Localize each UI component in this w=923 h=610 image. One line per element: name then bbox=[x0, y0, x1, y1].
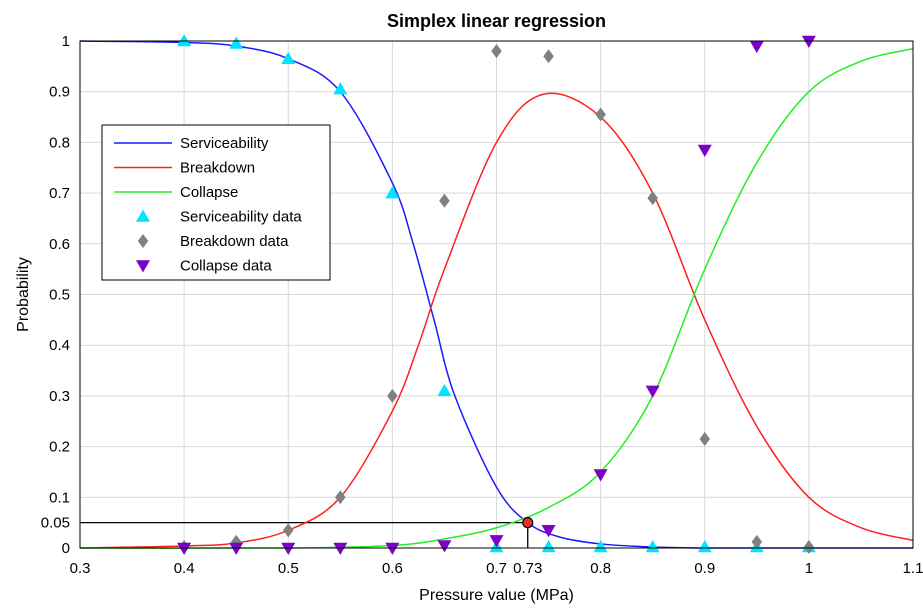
data-point-collapse-data bbox=[749, 40, 764, 54]
data-point-serviceability-data bbox=[333, 82, 348, 95]
data-point-serviceability-data bbox=[697, 539, 712, 553]
x-tick-label-1: 1 bbox=[805, 560, 813, 577]
data-point-serviceability-data bbox=[437, 383, 452, 397]
legend-label-collapse: Collapse bbox=[180, 184, 238, 201]
data-point-collapse-data bbox=[697, 144, 712, 158]
tick-layer: 0.3 0.4 0.5 0.6 0.7 0.73 0.8 0.9 1 1.1 0 0.05 0.1 0.2… bbox=[41, 33, 923, 577]
data-point-collapse-data bbox=[801, 35, 816, 48]
data-point-collapse-data bbox=[489, 535, 504, 548]
marker-layer bbox=[177, 34, 816, 555]
data-point-collapse-data bbox=[385, 542, 400, 555]
y-tick-label-0-9: 0.9 bbox=[49, 84, 70, 101]
data-point-serviceability-data bbox=[177, 34, 192, 47]
legend-swatch-breakdown-data bbox=[137, 234, 149, 248]
data-point-breakdown-data bbox=[387, 388, 398, 403]
legend-box bbox=[101, 124, 331, 281]
plot-frame bbox=[79, 40, 914, 549]
data-point-breakdown-data bbox=[647, 191, 658, 206]
y-axis-label: Probability bbox=[15, 257, 32, 332]
data-point-collapse-data bbox=[229, 542, 244, 555]
data-point-serviceability-data bbox=[281, 51, 296, 64]
legend-label-breakdown-data: Breakdown data bbox=[180, 233, 289, 250]
y-tick-label-0-6: 0.6 bbox=[49, 236, 70, 253]
data-point-collapse-data bbox=[541, 525, 556, 538]
annotation-point bbox=[522, 517, 534, 529]
y-tick-label-0-2: 0.2 bbox=[49, 439, 70, 456]
x-tick-label-0-9: 0.9 bbox=[694, 560, 715, 577]
data-point-collapse-data bbox=[593, 469, 608, 482]
legend-label-breakdown: Breakdown bbox=[180, 160, 255, 177]
data-point-serviceability-data bbox=[541, 539, 556, 553]
y-tick-label-0-5: 0.5 bbox=[49, 287, 70, 304]
data-point-serviceability-data bbox=[385, 186, 400, 199]
legend: Serviceability Breakdown Collapse Serviceab… bbox=[101, 124, 331, 281]
legend-swatch-collapse-data bbox=[136, 260, 150, 273]
data-point-breakdown-data bbox=[335, 490, 346, 505]
data-point-collapse-data bbox=[177, 542, 192, 555]
data-point-serviceability-data bbox=[229, 36, 244, 49]
legend-swatch-serviceability-data bbox=[136, 209, 150, 222]
y-tick-label-0: 0 bbox=[62, 540, 70, 557]
data-point-breakdown-data bbox=[543, 49, 554, 64]
legend-label-collapse-data: Collapse data bbox=[180, 258, 272, 275]
legend-label-serviceability-data: Serviceability data bbox=[180, 209, 302, 226]
data-point-breakdown-data bbox=[803, 539, 815, 554]
chart-title: Simplex linear regression bbox=[387, 11, 606, 31]
x-tick-label-0-73: 0.73 bbox=[513, 560, 542, 577]
data-point-breakdown-data bbox=[751, 534, 763, 549]
data-point-breakdown-data bbox=[595, 107, 606, 122]
x-tick-label-0-4: 0.4 bbox=[174, 560, 195, 577]
y-tick-label-0-3: 0.3 bbox=[49, 388, 70, 405]
x-tick-label-0-5: 0.5 bbox=[278, 560, 299, 577]
x-tick-label-0-6: 0.6 bbox=[382, 560, 403, 577]
data-point-collapse-data bbox=[645, 385, 660, 398]
series-line-breakdown bbox=[79, 92, 914, 549]
data-point-serviceability-data bbox=[593, 539, 608, 553]
x-tick-label-1-1: 1.1 bbox=[903, 560, 923, 577]
data-point-serviceability-data bbox=[645, 539, 660, 553]
y-tick-label-0-1: 0.1 bbox=[49, 489, 70, 506]
x-axis-label: Pressure value (MPa) bbox=[419, 587, 574, 604]
x-tick-label-0-3: 0.3 bbox=[70, 560, 91, 577]
data-point-collapse-data bbox=[437, 540, 452, 553]
y-tick-label-0-05: 0.05 bbox=[41, 515, 70, 532]
x-tick-label-0-7: 0.7 bbox=[486, 560, 507, 577]
data-point-collapse-data bbox=[333, 542, 348, 555]
y-tick-label-0-7: 0.7 bbox=[49, 185, 70, 202]
legend-label-serviceability: Serviceability bbox=[180, 135, 269, 152]
y-tick-label-0-4: 0.4 bbox=[49, 337, 70, 354]
data-point-breakdown-data bbox=[283, 523, 294, 538]
y-tick-label-1: 1 bbox=[62, 33, 70, 50]
data-point-breakdown-data bbox=[491, 44, 502, 59]
y-tick-label-0-8: 0.8 bbox=[49, 134, 70, 151]
data-point-collapse-data bbox=[281, 542, 296, 555]
data-point-breakdown-data bbox=[439, 193, 450, 208]
x-tick-label-0-8: 0.8 bbox=[590, 560, 611, 577]
data-point-breakdown-data bbox=[699, 431, 710, 446]
